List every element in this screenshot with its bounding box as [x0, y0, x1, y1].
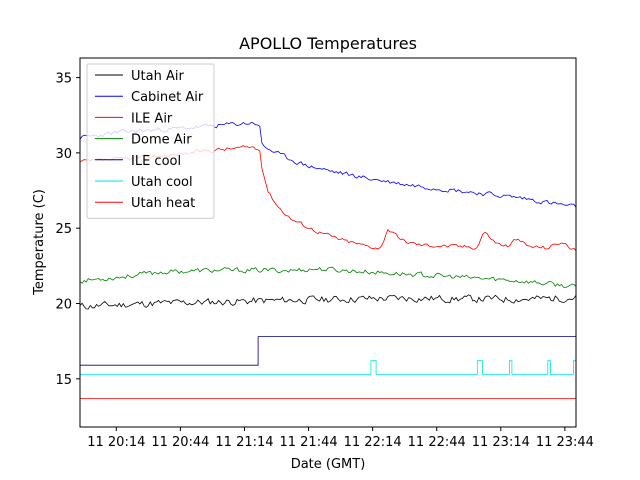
tick-layer: 11 20:14 11 20:44 11 21:14 11 21:44 11 22:14… — [55, 72, 594, 450]
y-axis-label: Temperature (C) — [32, 189, 47, 296]
x-axis-label: Date (GMT) — [291, 457, 366, 472]
series-line-utah-air — [79, 294, 577, 310]
x-tick-label: 11 23:14 — [472, 435, 530, 450]
y-tick-label: 30 — [55, 147, 72, 162]
x-tick-label: 11 21:44 — [279, 435, 337, 450]
series-line-dome-air — [79, 266, 577, 288]
x-tick-label: 11 20:44 — [151, 435, 209, 450]
y-tick-label: 25 — [55, 222, 72, 237]
legend-entry: Utah heat — [131, 196, 195, 211]
legend-entry: ILE cool — [131, 154, 181, 169]
x-tick-label: 11 20:14 — [87, 435, 145, 450]
series-line-utah-cool — [80, 360, 576, 375]
legend-box — [86, 63, 215, 219]
legend-entry: ILE Air — [131, 111, 173, 126]
x-tick-label: 11 21:14 — [215, 435, 273, 450]
legend-entry: Dome Air — [131, 133, 192, 148]
y-tick-label: 15 — [55, 373, 72, 388]
chart-title: APOLLO Temperatures — [239, 34, 417, 53]
x-tick-label: 11 22:44 — [408, 435, 466, 450]
x-tick-label: 11 23:44 — [536, 435, 594, 450]
legend-entry: Cabinet Air — [131, 90, 204, 105]
legend-entry: Utah cool — [131, 175, 193, 190]
legend: Utah Air Cabinet Air ILE Air Dome Air ILE co… — [86, 63, 215, 219]
series-line-ile-cool — [80, 336, 576, 366]
x-tick-label: 11 22:14 — [344, 435, 402, 450]
y-tick-label: 20 — [55, 297, 72, 312]
plot-frame — [79, 57, 577, 428]
legend-entry: Utah Air — [131, 69, 184, 84]
y-tick-label: 35 — [55, 72, 72, 87]
